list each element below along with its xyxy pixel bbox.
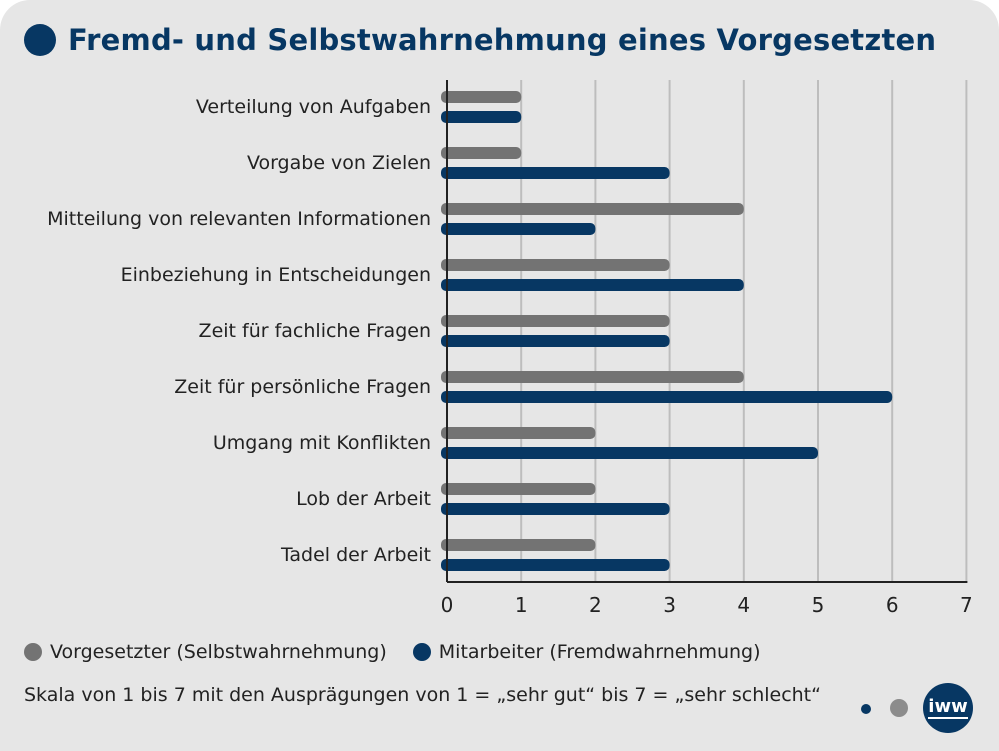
legend-item-external: Mitarbeiter (Fremdwahrnehmung) — [412, 641, 761, 663]
category-label: Umgang mit Konflikten — [213, 432, 431, 454]
bar-self — [441, 259, 670, 271]
x-tick-label: 1 — [515, 593, 528, 617]
x-tick-label: 0 — [441, 593, 454, 617]
category-label: Mitteilung von relevanten Informationen — [47, 208, 431, 230]
legend-item-self: Vorgesetzter (Selbstwahrnehmung) — [24, 641, 387, 663]
x-tick-label: 6 — [886, 593, 899, 617]
logo-text: iww — [928, 695, 968, 719]
bar-self — [441, 539, 596, 551]
bar-self — [441, 91, 522, 103]
legend-dot-icon — [24, 643, 42, 661]
title-bullet-icon — [24, 24, 56, 56]
category-label: Zeit für fachliche Fragen — [199, 320, 431, 342]
bar-self — [441, 147, 522, 159]
bar-external — [441, 447, 818, 459]
x-tick-label: 2 — [589, 593, 602, 617]
bar-external — [441, 391, 893, 403]
bar-external — [441, 223, 596, 235]
x-tick-label: 3 — [663, 593, 676, 617]
legend: Vorgesetzter (Selbstwahrnehmung) Mitarbe… — [24, 641, 787, 663]
bar-self — [441, 203, 744, 215]
category-label: Lob der Arbeit — [296, 488, 431, 510]
iww-logo: iww — [923, 683, 973, 733]
category-label: Verteilung von Aufgaben — [196, 96, 431, 118]
legend-label: Mitarbeiter (Fremdwahrnehmung) — [438, 641, 761, 663]
bar-external — [441, 503, 670, 515]
category-label: Tadel der Arbeit — [280, 544, 431, 566]
logo-dot-grey-icon — [890, 699, 908, 717]
bar-self — [441, 427, 596, 439]
bar-external — [441, 111, 522, 123]
bar-self — [441, 483, 596, 495]
x-tick-label: 7 — [960, 593, 973, 617]
x-tick-label: 4 — [737, 593, 750, 617]
bar-external — [441, 167, 670, 179]
logo-dot-small-icon — [861, 704, 871, 714]
legend-dot-icon — [412, 643, 431, 661]
chart-title: Fremd- und Selbstwahrnehmung eines Vorge… — [68, 23, 937, 57]
scale-note: Skala von 1 bis 7 mit den Ausprägungen v… — [24, 684, 821, 706]
bar-external — [441, 559, 670, 571]
bar-external — [441, 335, 670, 347]
bar-external — [441, 279, 744, 291]
legend-label: Vorgesetzter (Selbstwahrnehmung) — [50, 641, 387, 663]
bar-self — [441, 371, 744, 383]
category-label: Zeit für persönliche Fragen — [174, 376, 431, 398]
x-tick-label: 5 — [812, 593, 825, 617]
bar-self — [441, 315, 670, 327]
category-label: Vorgabe von Zielen — [247, 152, 431, 174]
category-label: Einbeziehung in Entscheidungen — [121, 264, 431, 286]
title-row: Fremd- und Selbstwahrnehmung eines Vorge… — [24, 23, 936, 57]
